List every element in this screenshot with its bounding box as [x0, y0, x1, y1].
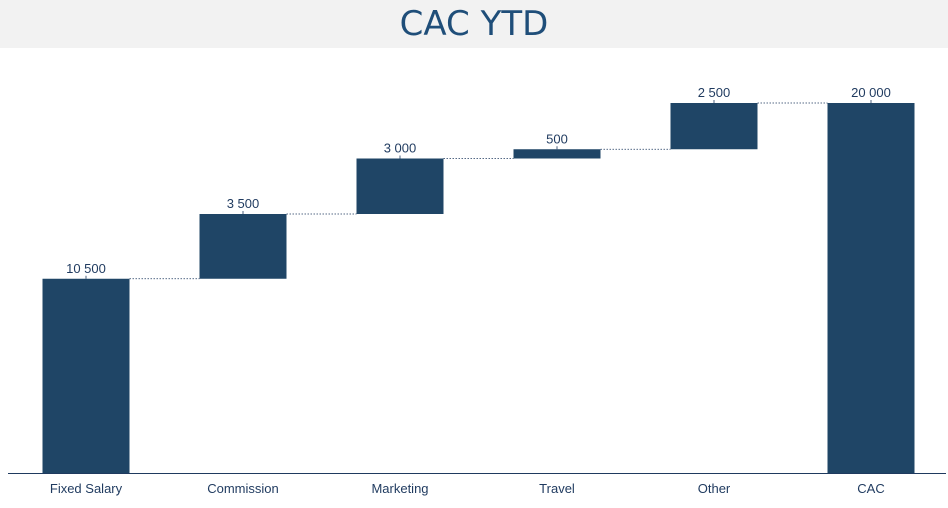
bar-marketing [356, 158, 444, 214]
category-label-4: Travel [539, 481, 575, 496]
value-label-3: 3 000 [384, 141, 417, 156]
category-label-5: Other [698, 481, 731, 496]
value-label-5: 2 500 [698, 85, 731, 100]
bar-travel [513, 149, 601, 159]
category-label-2: Commission [207, 481, 279, 496]
bar-fixed-salary [42, 278, 130, 473]
chart-title: CAC YTD [399, 4, 549, 44]
value-label-4: 500 [546, 131, 568, 146]
value-label-6: 20 000 [851, 85, 891, 100]
category-label-3: Marketing [371, 481, 428, 496]
value-label-1: 10 500 [66, 261, 106, 276]
bar-other [670, 103, 758, 150]
title-band [0, 0, 948, 48]
value-label-2: 3 500 [227, 196, 260, 211]
bar-cac [827, 103, 915, 473]
category-label-6: CAC [857, 481, 884, 496]
category-label-1: Fixed Salary [50, 481, 123, 496]
bar-commission [199, 214, 287, 279]
